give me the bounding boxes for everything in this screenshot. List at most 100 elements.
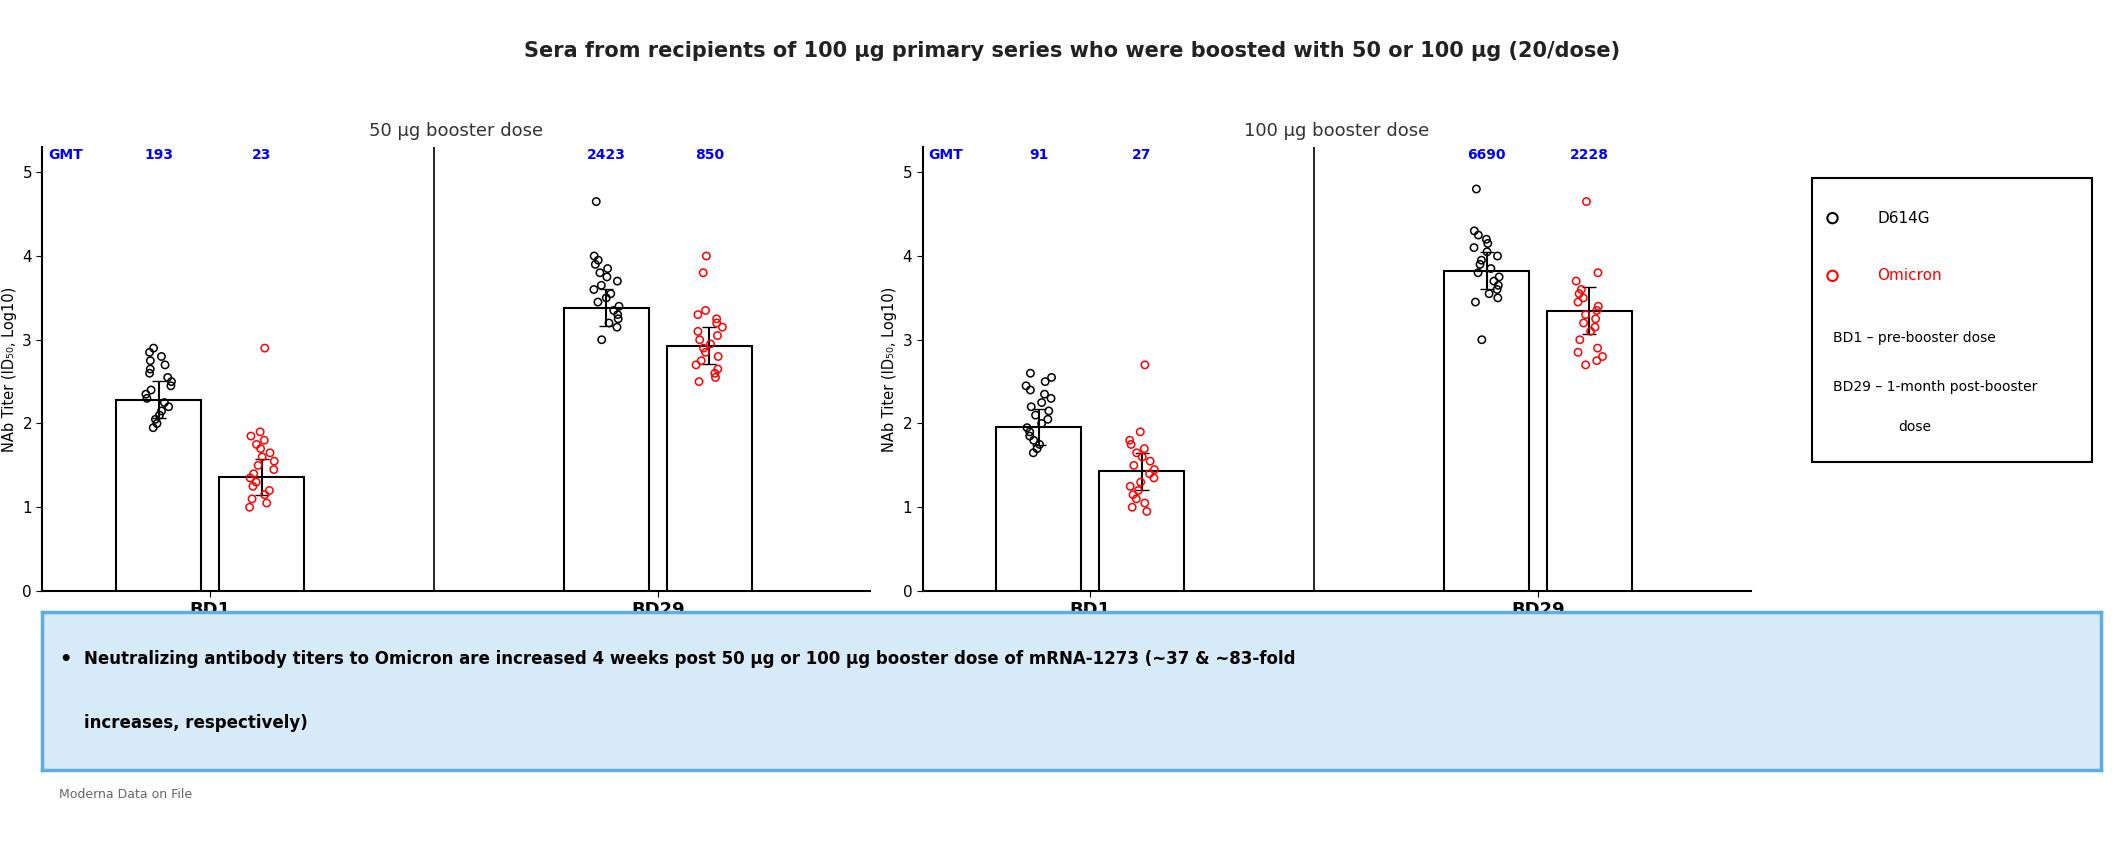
Point [1010,421,1044,435]
Point [700,350,734,364]
Point [694,337,728,351]
Point [1564,283,1598,297]
Point [129,387,163,401]
Bar [564,307,649,591]
Point [240,437,274,451]
Point [1036,371,1069,385]
Point [1581,341,1615,355]
Point [1012,425,1046,439]
Point [1579,320,1613,334]
Text: 100 μg booster dose: 100 μg booster dose [1243,122,1430,140]
Point [1481,249,1515,263]
Point [1458,224,1492,238]
Point [246,450,280,464]
Point [688,345,721,359]
Point [233,429,267,443]
Point [1481,279,1515,293]
Point [581,295,615,309]
Point [1025,396,1059,410]
Point [144,404,178,418]
Text: 6690: 6690 [1466,148,1507,162]
Bar [219,477,303,591]
FancyBboxPatch shape [1812,178,2092,463]
Point [134,354,168,368]
Point [151,371,185,385]
Point [1114,437,1148,451]
Point [144,350,178,364]
Point [1116,458,1150,472]
Point [683,354,717,368]
Point [586,332,620,346]
Point [1481,291,1515,305]
Point [1027,387,1061,401]
Point [1137,463,1171,477]
Point [594,286,628,300]
Point [1560,274,1594,288]
Point [244,425,278,439]
Point [681,325,715,339]
Point [1123,425,1156,439]
Point [1460,182,1494,196]
Point [683,332,717,346]
Point [1010,378,1044,392]
Point [679,358,713,372]
Point [1458,295,1492,309]
Point [688,341,721,355]
Point [688,304,721,318]
Point [700,312,734,326]
Point [134,383,168,397]
Point [1125,475,1159,489]
Point [1579,304,1613,318]
Point [1471,245,1504,259]
Point [1816,269,1850,283]
Point [1014,383,1048,397]
Text: 2228: 2228 [1570,148,1608,162]
Point [236,492,269,506]
Point [1562,345,1596,359]
Point [601,307,634,321]
Point [1120,446,1154,460]
Point [581,253,615,267]
Point [236,479,269,493]
Point [700,316,734,330]
Point [248,341,282,355]
Text: Sera from recipients of 100 μg primary series who were boosted with 50 or 100 μg: Sera from recipients of 100 μg primary s… [524,42,1619,62]
Point [1116,500,1150,514]
Point [238,467,272,481]
Point [1581,299,1615,313]
Point [1566,291,1600,305]
Point [1129,358,1163,372]
Text: dose: dose [1897,420,1931,434]
Bar [1443,271,1530,591]
Point [592,316,626,330]
Text: 2423: 2423 [588,148,626,162]
Point [1014,366,1048,380]
Point [1137,471,1171,485]
Point [1023,437,1057,451]
Point [132,366,166,380]
Point [1118,492,1152,506]
Point [233,500,267,514]
Point [700,362,734,376]
Text: BD1 – pre-booster dose: BD1 – pre-booster dose [1833,331,1995,345]
Point [1464,332,1498,346]
Point [1114,479,1148,493]
Point [1458,240,1492,254]
Text: Moderna Data on File: Moderna Data on File [59,788,191,801]
Point [149,358,182,372]
Point [1562,286,1596,300]
Point [1473,286,1507,300]
Bar [1547,311,1632,591]
Text: GMT: GMT [49,148,83,162]
Point [1477,274,1511,288]
Point [700,329,734,343]
Point [1120,483,1154,497]
Point [1016,446,1050,460]
Point [257,463,291,477]
Y-axis label: NAb Titer (ID₅₀, Log10): NAb Titer (ID₅₀, Log10) [883,286,898,451]
Point [1581,266,1615,279]
Point [140,417,174,431]
Point [1568,307,1602,321]
Point [590,270,624,284]
Point [1481,270,1515,284]
